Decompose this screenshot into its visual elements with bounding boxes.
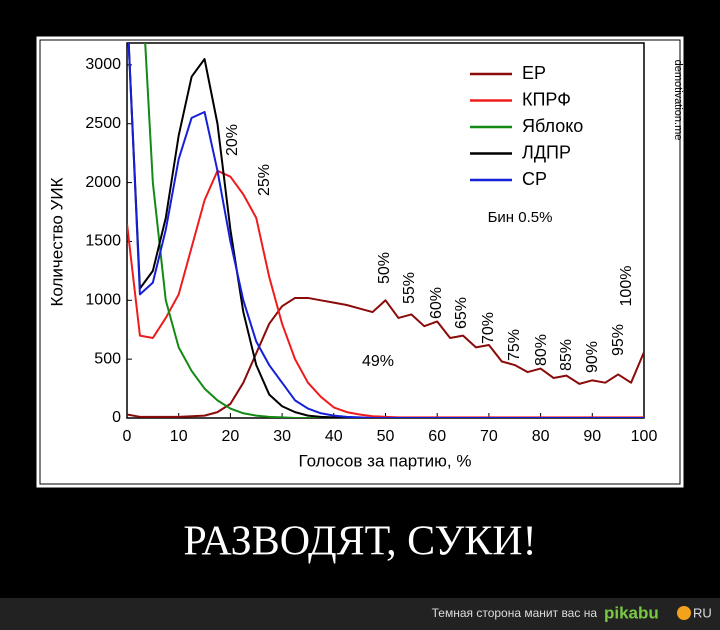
series-line (127, 43, 644, 418)
series-line (127, 43, 644, 418)
y-axis-title: Количество УИК (47, 177, 66, 306)
annotation: 65% (453, 297, 470, 329)
footer-text: Темная сторона манит вас на (432, 606, 598, 620)
x-tick-label: 90 (583, 428, 601, 445)
annotation: 20% (224, 124, 241, 156)
logo[interactable]: pikabu (604, 603, 659, 622)
annotation: 60% (428, 287, 445, 319)
y-tick-label: 1500 (85, 233, 121, 250)
x-tick-label: 50 (377, 428, 395, 445)
legend-label: ЕР (522, 63, 546, 83)
frame (36, 36, 684, 488)
y-tick-label: 2500 (85, 115, 121, 132)
footer-bar (0, 598, 720, 630)
annotation: 75% (506, 329, 523, 361)
logo-suffix: RU (693, 605, 712, 620)
frame-inner (39, 39, 681, 485)
x-tick-label: 10 (170, 428, 188, 445)
plot-lines (127, 43, 644, 418)
caption: РАЗВОДЯТ, СУКИ! (183, 519, 536, 565)
x-tick-label: 60 (428, 428, 446, 445)
logo-icon (677, 606, 691, 620)
legend-label: СР (522, 169, 547, 189)
y-tick-label: 0 (112, 409, 121, 426)
annotation: 50% (376, 252, 393, 284)
annotation: 80% (533, 334, 550, 366)
watermark: demotivation.me (672, 60, 684, 141)
annotation: 70% (480, 312, 497, 344)
annotation: 85% (558, 339, 575, 371)
x-tick-label: 30 (273, 428, 291, 445)
legend-label: ЛДПР (522, 142, 571, 162)
x-tick-label: 80 (532, 428, 550, 445)
legend-label: КПРФ (522, 89, 571, 109)
annotation: 100% (618, 266, 635, 307)
annotation: 25% (256, 164, 273, 196)
x-tick-label: 0 (123, 428, 132, 445)
annotation: Бин 0.5% (488, 209, 553, 226)
y-tick-label: 2000 (85, 174, 121, 191)
y-tick-label: 3000 (85, 56, 121, 73)
x-tick-label: 20 (222, 428, 240, 445)
y-tick-label: 1000 (85, 292, 121, 309)
y-tick-label: 500 (94, 350, 121, 367)
series-line (127, 296, 644, 418)
annotation: 55% (401, 272, 418, 304)
annotation: 49% (362, 353, 394, 370)
x-tick-label: 100 (631, 428, 658, 445)
annotation: 95% (610, 324, 627, 356)
legend-label: Яблоко (522, 116, 583, 136)
x-tick-label: 40 (325, 428, 343, 445)
x-axis-title: Голосов за партию, % (299, 451, 472, 470)
x-tick-label: 70 (480, 428, 498, 445)
annotation: 90% (584, 341, 601, 373)
series-line (144, 43, 644, 418)
